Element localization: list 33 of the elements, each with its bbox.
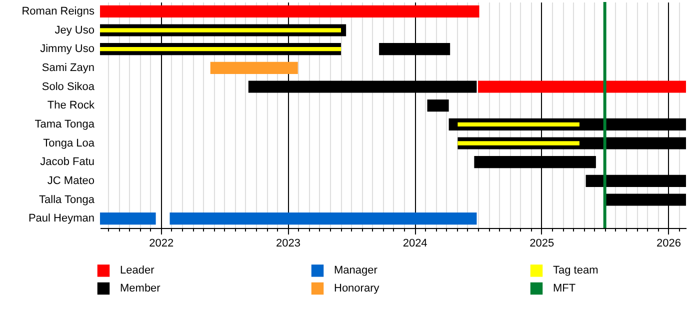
bar: [170, 212, 477, 225]
y-tick-label: Sami Zayn: [42, 62, 94, 74]
y-tick-label: The Rock: [47, 100, 95, 112]
x-tick-label: 2025: [530, 238, 554, 250]
y-tick-label: Paul Heyman: [28, 212, 94, 225]
bar: [100, 212, 156, 225]
bar: [100, 28, 341, 32]
bar: [458, 141, 580, 146]
y-tick-label: Tama Tonga: [34, 118, 96, 130]
y-tick-label: Jey Uso: [54, 24, 94, 36]
x-tick-label: 2024: [402, 238, 428, 250]
legend-label: Manager: [334, 264, 378, 277]
x-tick-label: 2023: [276, 238, 300, 250]
bar: [210, 62, 298, 74]
x-tick-label: 2022: [149, 238, 174, 250]
legend-label: Tag team: [553, 264, 598, 277]
bar: [458, 122, 580, 126]
y-tick-label: JC Mateo: [47, 174, 94, 187]
y-tick-label: Roman Reigns: [22, 5, 95, 18]
bar: [478, 80, 686, 93]
x-tick-label: 2026: [656, 238, 681, 250]
y-tick-label: Tonga Loa: [43, 137, 96, 150]
y-tick-label: Talla Tonga: [39, 194, 96, 206]
bar: [427, 100, 449, 112]
y-tick-label: Jacob Fatu: [40, 156, 94, 168]
legend-label: Member: [120, 282, 161, 294]
legend-label: Honorary: [334, 282, 380, 294]
bar: [100, 5, 480, 18]
y-tick-label: Jimmy Uso: [40, 43, 94, 56]
y-tick-label: Solo Sikoa: [42, 80, 96, 93]
legend-label: MFT: [553, 282, 576, 294]
bar: [100, 47, 341, 52]
legend-label: Leader: [120, 264, 155, 277]
